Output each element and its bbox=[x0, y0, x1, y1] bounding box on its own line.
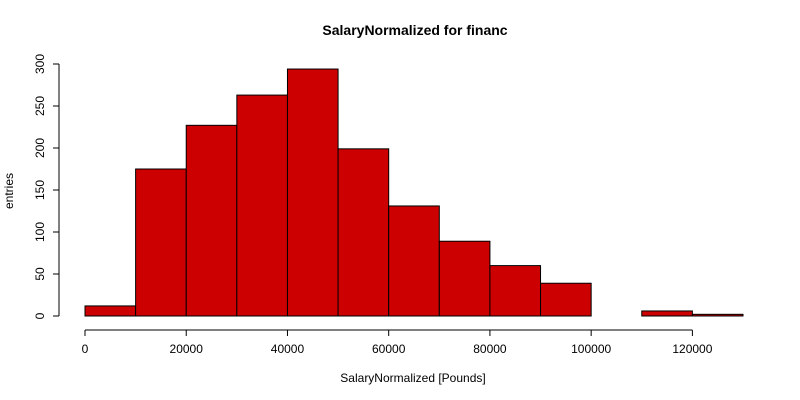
x-tick-label: 60000 bbox=[372, 342, 406, 356]
histogram-bar bbox=[641, 310, 693, 317]
histogram-bar bbox=[540, 282, 592, 317]
y-tick-label: 100 bbox=[33, 222, 47, 242]
chart-title: SalaryNormalized for financ bbox=[322, 22, 507, 38]
y-tick-label: 300 bbox=[33, 54, 47, 74]
histogram-bar bbox=[84, 305, 137, 317]
histogram-bar bbox=[286, 68, 339, 317]
y-tick-label: 50 bbox=[33, 267, 47, 281]
histogram-bar bbox=[185, 124, 238, 317]
x-tick-label: 40000 bbox=[271, 342, 305, 356]
y-tick-label: 250 bbox=[33, 96, 47, 116]
x-tick-label: 20000 bbox=[170, 342, 204, 356]
x-axis-label: SalaryNormalized [Pounds] bbox=[340, 371, 485, 385]
x-tick-label: 80000 bbox=[473, 342, 507, 356]
histogram-bar bbox=[489, 265, 542, 317]
histogram-bar bbox=[388, 205, 440, 317]
histogram-bar bbox=[438, 240, 491, 317]
y-tick-label: 150 bbox=[33, 180, 47, 200]
histogram-bar bbox=[236, 94, 288, 317]
histogram-bar bbox=[337, 148, 390, 317]
y-axis-label: entries bbox=[2, 173, 16, 209]
x-tick-label: 100000 bbox=[571, 342, 611, 356]
histogram-bar bbox=[135, 168, 187, 317]
y-tick-label: 200 bbox=[33, 138, 47, 158]
y-tick-label: 0 bbox=[33, 312, 47, 319]
histogram-bar bbox=[691, 313, 744, 317]
x-tick-label: 120000 bbox=[672, 342, 712, 356]
bars-group bbox=[84, 68, 744, 317]
x-tick-label: 0 bbox=[82, 342, 89, 356]
y-axis: 0 50 100 150 200 250 300 bbox=[33, 54, 60, 319]
x-axis: 0 20000 40000 60000 80000 100000 120000 bbox=[82, 329, 713, 356]
